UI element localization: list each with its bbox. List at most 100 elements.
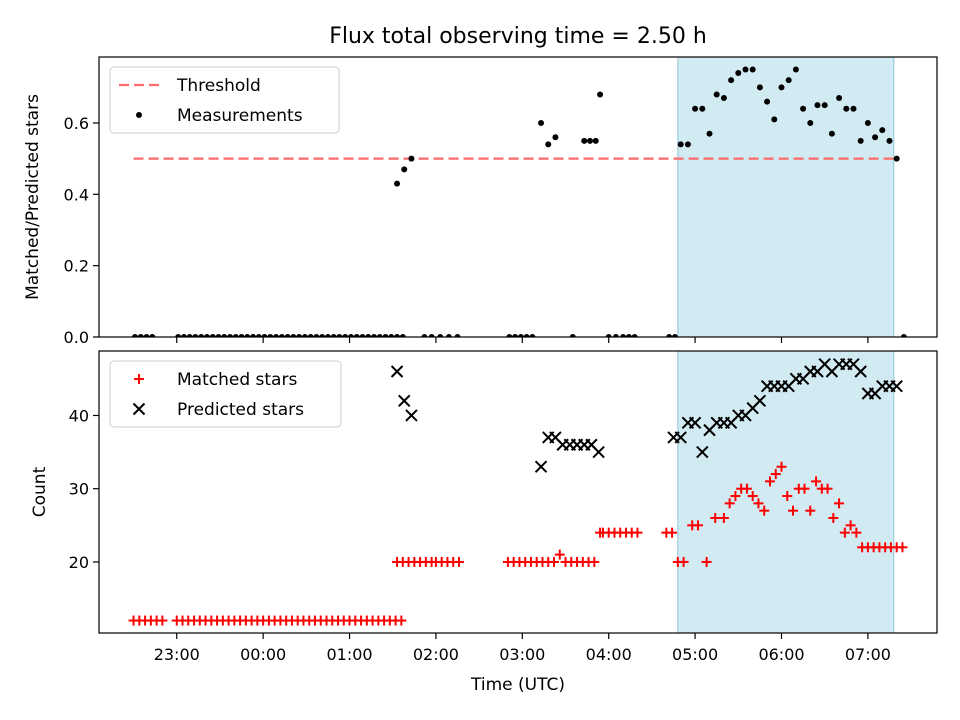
measurement-point [388, 334, 395, 337]
legend: Matched stars Predicted stars [109, 360, 342, 428]
measurement-point [586, 137, 593, 144]
measurement-point [529, 334, 536, 337]
measurement-point [394, 180, 401, 187]
measurement-point [699, 105, 706, 112]
matched-star-marker [692, 520, 703, 531]
measurement-point [330, 334, 337, 337]
measurement-point [215, 334, 222, 337]
count-panel: 20 30 40 23:00 00:00 01:00 02:00 03:00 04:00 05:0… [69, 350, 938, 664]
x-tick-label: 06:00 [758, 645, 804, 664]
measurement-point [149, 334, 156, 337]
measurement-point [631, 334, 638, 337]
measurement-point [209, 334, 216, 337]
measurement-point [238, 334, 245, 337]
matched-star-marker [710, 513, 721, 524]
measurement-point [605, 334, 612, 337]
measurement-point [445, 334, 452, 337]
x-tick-label: 02:00 [413, 645, 459, 664]
y-tick-label: 0.4 [64, 185, 89, 204]
matched-star-marker [718, 513, 729, 524]
legend-box [109, 66, 340, 134]
measurement-point [137, 334, 144, 337]
measurement-point [597, 91, 604, 98]
measurement-point [792, 66, 799, 73]
measurement-point [538, 119, 545, 126]
measurement-point [250, 334, 257, 337]
x-tick-label: 04:00 [586, 645, 632, 664]
legend-matched-swatch [134, 374, 144, 384]
matched-star-marker [157, 615, 168, 626]
measurement-point [232, 334, 239, 337]
measurement-point [771, 116, 778, 123]
predicted-star-marker [405, 409, 418, 422]
measurement-point [192, 334, 199, 337]
matched-star-marker [724, 498, 735, 509]
measurement-point [523, 334, 530, 337]
measurement-point [512, 334, 519, 337]
bottom-y-axis-label: Count [30, 466, 50, 517]
measurement-point [742, 66, 749, 73]
matched-star-marker [453, 556, 464, 567]
measurement-point [399, 334, 406, 337]
measurement-point [749, 66, 756, 73]
matched-star-marker [845, 520, 856, 531]
observing-window-shade [677, 350, 895, 634]
measurement-point [296, 334, 303, 337]
y-tick-label: 0.0 [64, 328, 89, 347]
measurement-point [255, 334, 262, 337]
measurement-point [186, 334, 193, 337]
measurement-point [785, 77, 792, 84]
measurement-point [401, 166, 408, 173]
measurement-point [666, 334, 673, 337]
measurement-point [893, 155, 900, 162]
axes-frame [98, 350, 938, 634]
matched-star-marker [548, 556, 559, 567]
measurement-point [365, 334, 372, 337]
predicted-star-marker [390, 365, 404, 378]
matched-star-marker [811, 476, 822, 487]
predicted-star-marker [854, 365, 867, 378]
measurement-point [421, 334, 428, 337]
x-tick-label: 05:00 [672, 645, 718, 664]
measurement-point [872, 134, 879, 141]
predicted-star-marker [688, 416, 702, 429]
measurement-point [227, 334, 234, 337]
matched-star-marker [822, 483, 833, 494]
legend-predicted-swatch [132, 402, 146, 416]
measurement-point [359, 334, 366, 337]
measurement-point [428, 334, 435, 337]
measurement-point [506, 334, 513, 337]
measurement-point [517, 334, 524, 337]
predicted-star-marker [674, 431, 687, 444]
matched-star-marker [828, 513, 839, 524]
matched-star-marker [741, 483, 752, 494]
measurement-point [437, 334, 444, 337]
measurement-point [706, 130, 713, 137]
predicted-star-marker [890, 379, 903, 393]
measurement-point [198, 334, 205, 337]
observing-window-shade [677, 56, 895, 338]
measurement-point [143, 334, 150, 337]
measurement-point [671, 334, 678, 337]
measurement-point [900, 334, 907, 337]
matched-star-marker [632, 527, 643, 538]
measurement-point [394, 334, 401, 337]
predicted-star-marker [534, 460, 548, 473]
measurement-point [807, 119, 814, 126]
measurement-point [620, 334, 627, 337]
measurement-point [720, 95, 727, 102]
measurement-point [625, 334, 632, 337]
measurement-point [203, 334, 210, 337]
plot-area [131, 66, 907, 337]
y-tick-label: 0.2 [64, 257, 89, 276]
plot-area [128, 357, 908, 626]
measurement-point [692, 105, 699, 112]
legend-label: Threshold [176, 76, 261, 96]
matched-star-marker [839, 527, 850, 538]
matched-star-marker [589, 556, 600, 567]
measurement-point [278, 334, 285, 337]
measurement-point [244, 334, 251, 337]
measurement-point [857, 137, 864, 144]
matched-star-marker [851, 527, 862, 538]
